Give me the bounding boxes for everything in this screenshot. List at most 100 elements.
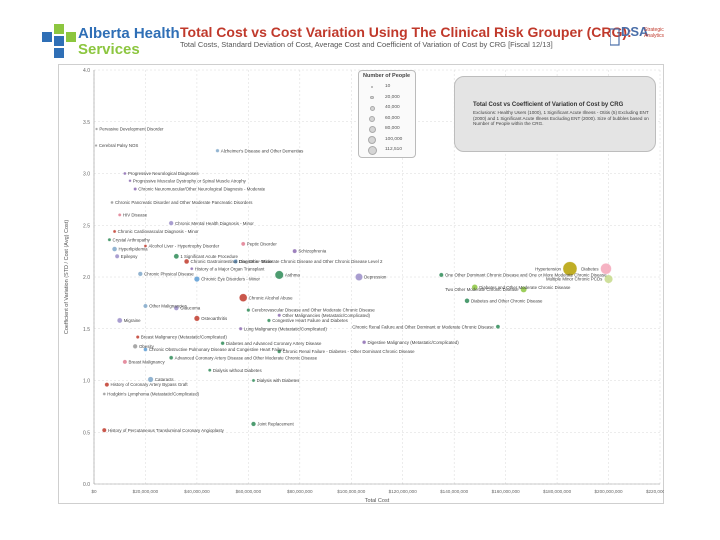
legend-bubble xyxy=(368,135,376,144)
bubble-label: Diabetes and Other Chronic Disease xyxy=(471,298,543,303)
bubble-label: Breast Malignancy (Metastatic/Complicate… xyxy=(141,335,227,340)
bubble xyxy=(464,298,470,304)
axes: 0.0 0.5 1.0 1.5 2.0 2.5 3.0 3.5 4.0 $0 $20,000,000… xyxy=(64,68,664,504)
chart-title: Total Cost vs Cost Variation Using The C… xyxy=(180,24,632,40)
y-tick-label: 0.5 xyxy=(83,430,90,436)
size-legend: Number of People 10 20,000 40,000 60,000 80,… xyxy=(358,70,416,158)
bubble-label: Diabetes xyxy=(581,266,599,271)
bubble xyxy=(495,324,501,329)
y-tick-label: 1.0 xyxy=(83,379,90,385)
bubble xyxy=(277,349,282,354)
bubble-label: Peptic Disorder xyxy=(247,241,278,246)
legend-entry: 112,510 xyxy=(363,145,413,155)
bubble xyxy=(94,144,98,147)
x-tick-label: $40,000,000 xyxy=(184,489,210,494)
bubble-label: Two Other Moderate Chronic Disease xyxy=(445,287,519,292)
legend-entry: 80,000 xyxy=(363,124,413,134)
alberta-health-services-logo xyxy=(42,24,76,58)
legend-entry: 100,000 xyxy=(363,135,413,145)
bubble-label: Chronic Physical Disease xyxy=(144,271,194,276)
bubble xyxy=(104,382,110,387)
bubble-label: Migraine xyxy=(124,318,141,323)
bubble xyxy=(132,343,138,349)
bubble xyxy=(604,274,613,284)
bubble-label: 1 Significant Acute Procedure xyxy=(180,254,238,259)
legend-label: 80,000 xyxy=(385,126,400,131)
bubble xyxy=(128,179,132,183)
bubble xyxy=(194,276,200,282)
bubble xyxy=(123,171,127,176)
legend-label: 60,000 xyxy=(385,115,400,121)
bubble xyxy=(208,368,212,372)
annotation-title: Total Cost vs Coefficient of Variation o… xyxy=(473,102,624,108)
bubble xyxy=(101,427,107,433)
bubble-label: Other Malignancies (Metastatic/Complicat… xyxy=(282,313,370,318)
bubble-label: Hyperlipidemia xyxy=(119,247,149,252)
bubble-label: Chronic Renal Failure and Other Dominant… xyxy=(352,324,494,329)
bubble xyxy=(133,187,137,191)
x-tick-label: $60,000,000 xyxy=(236,489,262,494)
bubble xyxy=(238,326,243,331)
bubble-label: Diabetes and Advanced Coronary Artery Di… xyxy=(226,341,322,346)
bubble xyxy=(135,335,140,339)
bubble xyxy=(169,355,174,360)
bubble-label: Advanced Coronary Artery Disease and Oth… xyxy=(175,355,318,360)
org-name: Alberta Health Services xyxy=(78,26,180,58)
bubble-label: Breast Malignancy xyxy=(129,359,166,364)
legend-bubble xyxy=(368,125,376,133)
legend-bubble xyxy=(369,105,375,111)
bubble xyxy=(143,347,148,352)
bubble xyxy=(107,237,112,242)
bubble-label: One Other Dominant Chronic Disease and O… xyxy=(445,273,607,278)
bubble-label: Progressive Neurological Diagnoses xyxy=(128,171,200,176)
bubble xyxy=(112,229,117,234)
bubbles xyxy=(94,127,613,433)
bubble-label: Congestive Heart Failure and Diabetes xyxy=(272,318,348,323)
x-tick-label: $80,000,000 xyxy=(287,489,313,494)
bubble xyxy=(439,272,444,278)
x-tick-label: $120,000,000 xyxy=(389,489,418,494)
bubble-label: Pervasive Development Disorder xyxy=(99,127,164,132)
bubble xyxy=(190,267,194,271)
legend-title: Number of People xyxy=(363,73,411,79)
annotation-box: Total Cost vs Coefficient of Variation o… xyxy=(454,76,656,152)
bubble xyxy=(239,293,248,302)
org-name-line1: Alberta Health xyxy=(78,25,180,42)
bubble xyxy=(362,340,367,345)
x-tick-label: $180,000,000 xyxy=(543,489,572,494)
bubble xyxy=(251,378,256,383)
bubble xyxy=(143,303,148,309)
bubble xyxy=(184,258,190,265)
bubble xyxy=(220,341,225,346)
bubble-label: Dialysis without Diabetes xyxy=(213,368,263,373)
bubble xyxy=(112,246,118,252)
partner-logo-text: DSA xyxy=(621,24,649,39)
legend-label: 40,000 xyxy=(385,105,400,110)
y-tick-label: 3.0 xyxy=(83,172,90,178)
bubble xyxy=(267,318,271,323)
bubble xyxy=(102,392,106,396)
bubble-label: Chronic Pancreatic Disorder and Other Mo… xyxy=(115,200,253,205)
bubble xyxy=(246,308,251,313)
bubble-label: Chronic Mental Health Diagnosis - Minor xyxy=(175,221,254,226)
legend-label: 112,510 xyxy=(385,147,402,152)
x-tick-label: $0 xyxy=(91,489,97,494)
y-tick-label: 4.0 xyxy=(83,68,90,74)
chart-subtitle: Total Costs, Standard Deviation of Cost,… xyxy=(180,40,553,49)
bubble xyxy=(95,127,98,131)
bubble xyxy=(471,284,478,291)
bubble xyxy=(277,313,282,318)
legend-label: 100,000 xyxy=(385,136,403,142)
bubble-label: Glaucoma xyxy=(180,306,201,311)
bubble-label: Progressive Muscular Dystrophy or Spinal… xyxy=(133,178,247,183)
y-tick-label: 1.5 xyxy=(83,327,90,333)
bubble xyxy=(233,259,238,264)
bubble xyxy=(251,421,256,427)
bubble-label: Asthma xyxy=(285,273,300,278)
legend-entry: 40,000 xyxy=(363,103,413,113)
bubble xyxy=(168,220,174,226)
x-tick-label: $200,000,000 xyxy=(594,489,623,494)
bubble-label: Cerebrovascular Disease and Other Modera… xyxy=(252,308,376,313)
bubble xyxy=(173,305,179,311)
legend-label: 10 xyxy=(385,84,391,89)
